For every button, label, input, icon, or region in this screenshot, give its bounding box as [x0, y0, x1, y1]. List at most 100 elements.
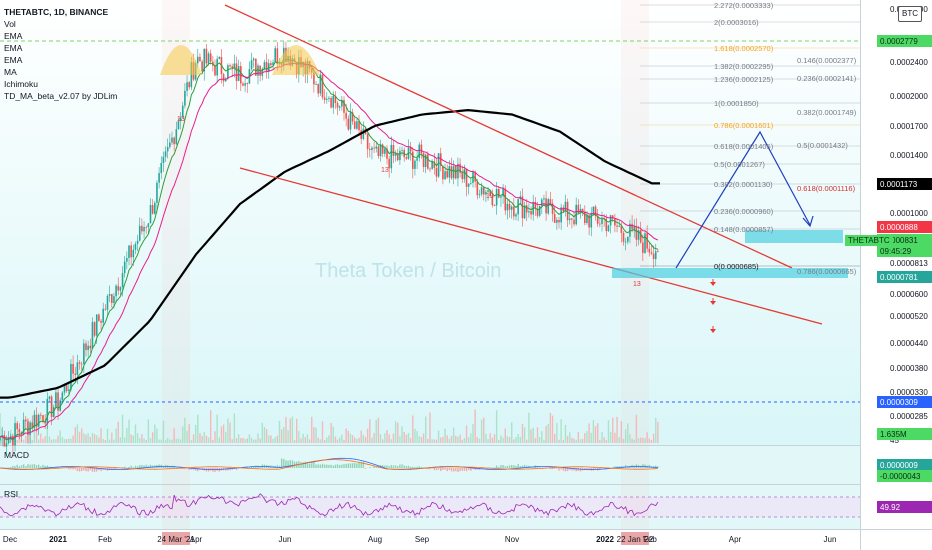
macd-histogram-bar	[562, 468, 564, 471]
macd-histogram-bar	[12, 465, 14, 468]
candle	[102, 308, 104, 323]
price-badge-label: 09:45:29	[880, 247, 912, 256]
volume-bar	[343, 439, 345, 443]
volume-bar	[465, 425, 468, 443]
volume-bar	[136, 433, 139, 443]
volume-bar	[459, 434, 461, 443]
candle	[240, 66, 242, 84]
price-badges: 0.0002779 0.0001173 0.0000888 0.0000831 09:4…	[877, 35, 932, 513]
macd-histogram-bar	[20, 465, 23, 468]
legend-item-td-ma[interactable]: TD_MA_beta_v2.07 by JDLim	[4, 91, 118, 101]
candle	[347, 118, 350, 130]
price-badge	[877, 501, 932, 513]
legend-item-ichimoku[interactable]: Ichimoku	[4, 79, 39, 89]
macd-histogram-bar	[444, 468, 446, 470]
macd-histogram-bar	[343, 464, 345, 468]
macd-histogram-bar	[427, 468, 429, 470]
candle	[173, 137, 175, 145]
volume-bar	[304, 436, 306, 443]
candle	[373, 147, 375, 149]
candle	[321, 74, 324, 98]
macd-histogram-bar	[354, 462, 356, 468]
macd-histogram-bar	[549, 468, 552, 470]
volume-bar	[412, 415, 414, 443]
candle	[218, 56, 221, 59]
macd-histogram-bar	[300, 462, 302, 468]
candle	[564, 201, 567, 212]
channel-upper-line	[224, 4, 793, 269]
currency-button[interactable]: BTC	[898, 6, 922, 22]
legend-item-ema[interactable]: EMA	[4, 43, 23, 53]
macd-histogram-bar	[287, 460, 289, 468]
candle	[379, 144, 382, 157]
rsi-label[interactable]: RSI	[4, 489, 19, 499]
down-arrow-icons	[710, 279, 716, 333]
candle	[472, 171, 474, 183]
macd-histogram-bar	[538, 467, 541, 468]
candle	[459, 163, 461, 173]
volume-bar	[435, 439, 438, 443]
volume-bar	[442, 436, 444, 443]
macd-histogram-bar	[401, 464, 403, 468]
legend-item-vol[interactable]: Vol	[4, 19, 16, 29]
macd-histogram-bar	[280, 458, 283, 468]
fib-label: 0.618(0.0001405)	[714, 142, 774, 151]
candle	[614, 218, 616, 226]
volume-bar	[607, 420, 610, 443]
macd-histogram-bar	[289, 460, 291, 468]
volume-bar	[579, 439, 582, 443]
candle	[224, 78, 227, 82]
fib-label: 0(0.0000685)	[714, 262, 759, 271]
macd-histogram-bar	[83, 468, 85, 471]
fib-label: 1(0.0001850)	[714, 99, 759, 108]
macd-histogram-bar	[440, 468, 442, 472]
macd-histogram-bar	[575, 468, 577, 472]
candle	[319, 74, 322, 94]
volume-bar	[87, 433, 89, 443]
macd-label[interactable]: MACD	[4, 450, 30, 460]
volume-bar	[55, 439, 57, 443]
volume-bar	[203, 431, 205, 443]
volume-bar	[100, 428, 102, 443]
candle	[0, 436, 1, 441]
macd-histogram-bar	[558, 468, 560, 471]
candle	[498, 189, 500, 198]
macd-histogram-bar	[584, 468, 586, 470]
macd-histogram-bar	[96, 468, 98, 472]
macd-histogram-bar	[115, 468, 117, 470]
volume-bar	[597, 423, 599, 443]
volume-bar	[616, 416, 618, 443]
candle	[169, 142, 171, 148]
volume-bar	[89, 436, 91, 443]
volume-bar	[388, 434, 390, 443]
volume-bar	[276, 435, 279, 443]
volume-bar	[629, 434, 631, 443]
candle	[405, 157, 408, 159]
macd-histogram-bar	[143, 465, 145, 468]
macd-histogram-bar	[89, 468, 91, 471]
legend-item-ema[interactable]: EMA	[4, 55, 23, 65]
volume-bar	[83, 433, 85, 443]
macd-histogram-bar	[306, 463, 309, 468]
volume-bar	[545, 425, 547, 443]
volume-bar	[418, 436, 420, 443]
candle	[513, 206, 515, 217]
volume-bar	[371, 437, 373, 443]
volume-bar	[403, 431, 405, 443]
volume-bar	[130, 434, 132, 443]
candle	[40, 414, 42, 416]
legend-item-ema[interactable]: EMA	[4, 31, 23, 41]
candle	[257, 65, 259, 76]
volume-bar	[91, 432, 94, 443]
candle	[154, 202, 156, 214]
macd-histogram-bar	[349, 463, 352, 468]
watermark: Theta Token / Bitcoin	[315, 260, 501, 282]
volume-bar	[201, 435, 203, 443]
volume-bar	[519, 437, 521, 443]
candle	[158, 173, 160, 183]
legend-item-ma[interactable]: MA	[4, 67, 17, 77]
candle	[528, 211, 530, 213]
volume-bar	[199, 433, 201, 443]
ema-mid-line	[0, 62, 659, 440]
